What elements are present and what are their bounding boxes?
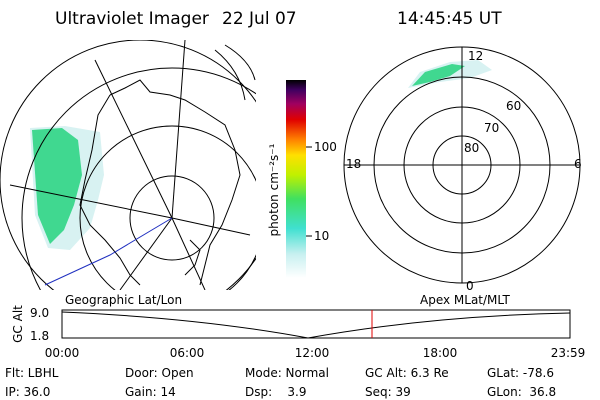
status-field: Gain: 14 [125, 385, 176, 399]
colorbar-label: 10 [314, 229, 329, 243]
status: Flt: LBHL Door: Open Mode: Normal GC Alt: 6… [5, 366, 556, 399]
coastline [184, 239, 201, 276]
coastline [214, 44, 256, 101]
time: 14:45:45 UT [397, 9, 502, 29]
mlt-label: 18 [346, 157, 361, 171]
x-label: 18:00 [423, 346, 458, 360]
meridian [119, 217, 173, 290]
y-axis-label: GC Alt [11, 305, 25, 343]
x-label: 06:00 [170, 346, 205, 360]
lat-label: 60 [506, 99, 521, 113]
geographic-map [0, 40, 256, 290]
altitude-curve [61, 311, 571, 339]
colorbar-label: 100 [314, 140, 337, 154]
lat-circle [21, 67, 256, 290]
aurora [32, 128, 82, 244]
aurora [412, 64, 465, 86]
meridian [171, 40, 186, 219]
status-field: GLon: 36.8 [487, 385, 556, 399]
x-label: 12:00 [295, 346, 330, 360]
lat-circle [129, 175, 215, 261]
y-label: 1.8 [30, 329, 49, 343]
status-field: Door: Open [125, 366, 194, 380]
colorbar [286, 80, 306, 278]
track [44, 217, 173, 286]
status-field: Dsp: 3.9 [245, 385, 307, 399]
status-field: Mode: Normal [245, 366, 329, 380]
status-field: Seq: 39 [365, 385, 411, 399]
meridian [9, 184, 173, 219]
timeline-box [61, 309, 571, 339]
colorbar-unit: photon cm⁻²s⁻¹ [267, 143, 281, 236]
status-field: IP: 36.0 [5, 385, 50, 399]
x-label: 23:59 [551, 346, 586, 360]
mlt-label: 6 [574, 157, 582, 171]
status-field: GLat: -78.6 [487, 366, 554, 380]
mlt-label: 0 [466, 279, 474, 293]
meridian [171, 217, 251, 236]
timeline: Geographic Lat/Lon Apex MLat/MLT GC Alt … [11, 293, 585, 360]
lat-label: 80 [464, 141, 479, 155]
meridian [94, 59, 173, 219]
date: 22 Jul 07 [222, 9, 297, 29]
timeline-label: Geographic Lat/Lon [65, 293, 182, 307]
status-field: Flt: LBHL [5, 366, 59, 380]
polar-plot: 12 18 6 0 80 70 60 [343, 46, 582, 293]
lat-circle [79, 125, 256, 290]
lat-label: 70 [484, 121, 499, 135]
coastline [79, 79, 241, 286]
timeline-label: Apex MLat/MLT [420, 293, 510, 307]
meridian [171, 217, 206, 290]
y-label: 9.0 [30, 306, 49, 320]
title: Ultraviolet Imager [55, 9, 209, 29]
x-label: 00:00 [45, 346, 80, 360]
mlt-label: 12 [468, 49, 483, 63]
status-field: GC Alt: 6.3 Re [365, 366, 449, 380]
